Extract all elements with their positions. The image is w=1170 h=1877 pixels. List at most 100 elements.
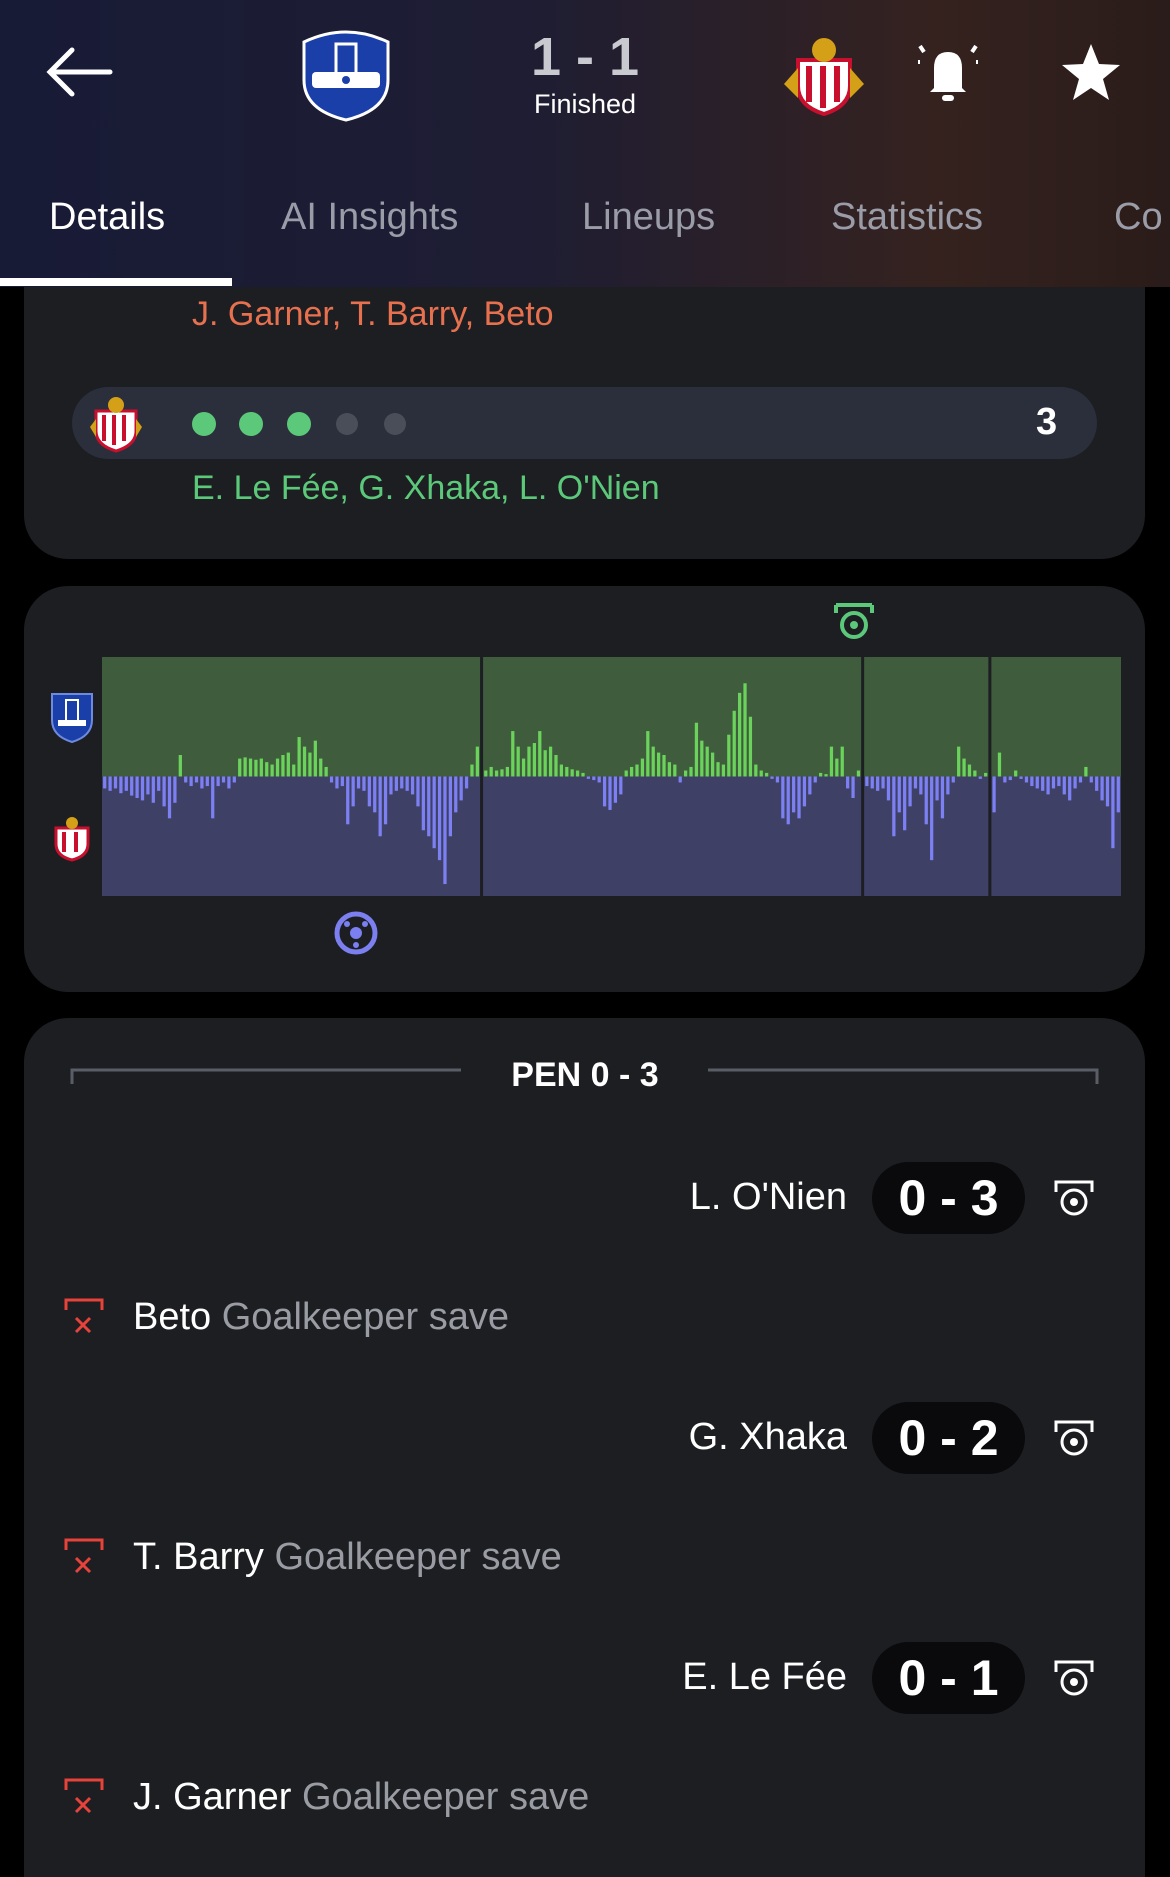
momentum-bar (711, 752, 715, 777)
momentum-bar (554, 754, 558, 777)
penalties-title: PEN 0 - 3 (511, 1056, 659, 1094)
momentum-bar (1014, 770, 1018, 777)
momentum-bar (908, 776, 912, 807)
momentum-bar (597, 776, 601, 783)
tab[interactable]: Details (49, 196, 166, 238)
momentum-bar (851, 776, 855, 799)
momentum-bar (570, 769, 574, 777)
player-name: Beto (133, 1296, 212, 1338)
momentum-bar (978, 776, 982, 779)
home-takers: J. Garner, T. Barry, Beto (192, 295, 554, 333)
momentum-bar (211, 776, 215, 819)
momentum-bar (389, 776, 393, 795)
home-crest (302, 30, 390, 122)
momentum-bar (464, 776, 469, 789)
momentum-bar (130, 776, 134, 796)
momentum-bar (662, 754, 666, 777)
momentum-bar (189, 776, 193, 787)
tab[interactable]: Statistics (831, 196, 984, 238)
momentum-bar (613, 776, 618, 803)
miss-icon (64, 1298, 104, 1334)
match-score: 1 - 1 (530, 27, 640, 87)
momentum-bar (292, 764, 296, 777)
momentum-bar (108, 776, 112, 791)
momentum-bar (427, 776, 431, 837)
momentum-bar (786, 776, 790, 825)
momentum-bar (705, 746, 709, 777)
momentum-bar (538, 731, 542, 777)
momentum-bar (489, 766, 493, 777)
away-shootout-score: 3 (1036, 401, 1058, 443)
momentum-bar (157, 776, 161, 791)
away-takers: E. Le Fée, G. Xhaka, L. O'Nien (192, 469, 660, 507)
tab[interactable]: AI Insights (281, 196, 459, 238)
momentum-bar (1084, 766, 1088, 777)
back-button[interactable] (44, 46, 114, 98)
momentum-bar (178, 754, 182, 777)
momentum-bar (619, 776, 623, 795)
shootout-score: 0 - 2 (872, 1402, 1025, 1474)
momentum-bar (673, 764, 677, 777)
momentum-bar (340, 776, 344, 787)
away-crest (784, 38, 864, 117)
momentum-bar (146, 776, 150, 795)
title-rules (70, 1068, 1099, 1084)
match-status: Finished (533, 89, 637, 119)
momentum-bar (113, 776, 118, 789)
momentum-bar (394, 776, 398, 791)
momentum-bar (635, 764, 639, 777)
momentum-bar (454, 776, 458, 813)
momentum-bar (351, 776, 355, 807)
away-goal-icon (334, 911, 378, 955)
momentum-bar (656, 752, 661, 777)
momentum-bar (1030, 776, 1034, 787)
player-name: E. Le Fée (682, 1656, 847, 1698)
momentum-bar (216, 776, 220, 787)
momentum-bar (135, 776, 139, 799)
momentum-bar (946, 776, 950, 795)
momentum-bar (527, 746, 531, 777)
momentum-bar (270, 764, 274, 777)
momentum-bar (281, 754, 285, 777)
momentum-bar (1062, 776, 1066, 795)
momentum-bar (640, 758, 645, 777)
momentum-bar (459, 776, 463, 801)
momentum-bar (1100, 776, 1104, 801)
momentum-bar (329, 776, 334, 783)
momentum-bar (470, 764, 474, 777)
player-name: J. Garner (133, 1776, 292, 1818)
momentum-bar (373, 776, 377, 813)
miss-row: J. Garner Goalkeeper save (133, 1776, 589, 1819)
momentum-bar (227, 776, 231, 789)
momentum-bar (173, 776, 177, 803)
momentum-bar (324, 766, 328, 777)
momentum-bar (881, 776, 885, 789)
momentum-bar (962, 758, 966, 777)
momentum-bar (951, 776, 955, 783)
favorite-button[interactable] (1060, 42, 1122, 102)
tab[interactable]: Co (1114, 196, 1163, 238)
momentum-bar (383, 776, 388, 825)
momentum-bar (313, 740, 317, 777)
tab[interactable]: Lineups (582, 196, 716, 238)
momentum-bar (319, 758, 323, 777)
momentum-bar (286, 752, 290, 777)
momentum-bar (651, 746, 655, 777)
momentum-bar (973, 770, 977, 777)
momentum-bar (781, 776, 785, 819)
momentum-bar (1057, 776, 1061, 787)
momentum-bar (870, 776, 874, 789)
goal-icon (1054, 1660, 1094, 1696)
momentum-bar (765, 772, 769, 777)
momentum-bar (797, 776, 801, 819)
momentum-bar (484, 770, 488, 777)
momentum-bar (997, 752, 1002, 777)
momentum-bar (824, 774, 828, 777)
momentum-bar (1019, 776, 1023, 779)
momentum-bar (500, 769, 504, 777)
notification-button[interactable] (916, 42, 980, 104)
player-name: T. Barry (133, 1536, 264, 1578)
miss-icon (64, 1778, 104, 1814)
momentum-bar (903, 776, 907, 831)
momentum-bar (1116, 776, 1120, 813)
